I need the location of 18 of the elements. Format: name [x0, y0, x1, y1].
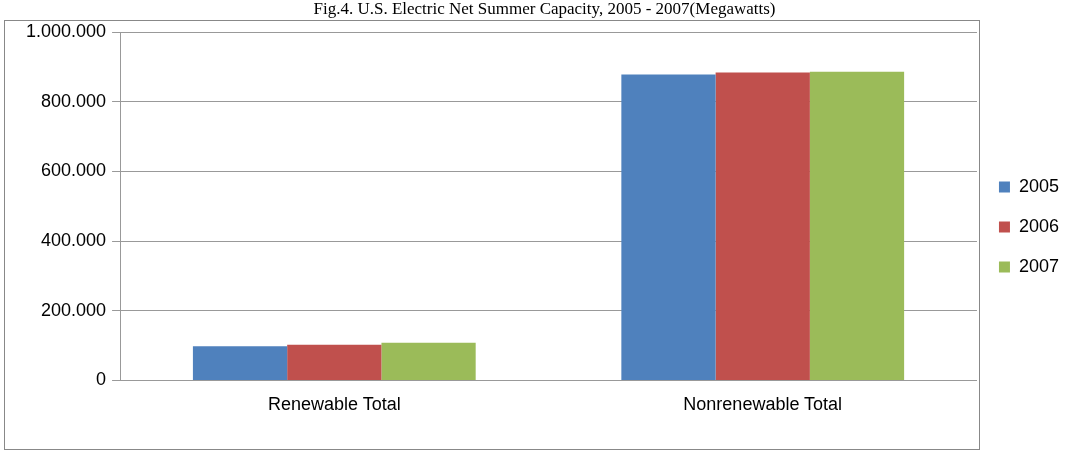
- y-tick-label: 400.000: [41, 230, 107, 251]
- chart-title: Fig.4. U.S. Electric Net Summer Capacity, 2005 - 2007(Megawatts): [312, 0, 777, 18]
- bar: [621, 74, 716, 380]
- legend-label: 2005: [1018, 175, 1059, 196]
- y-tick-label: 800.000: [41, 90, 107, 111]
- x-tick-label: Nonrenewable Total: [683, 394, 843, 415]
- legend-label: 2007: [1018, 255, 1059, 276]
- bar: [287, 344, 382, 380]
- y-tick-label: 600.000: [41, 160, 107, 181]
- bar: [715, 72, 810, 380]
- legend-label: 2006: [1018, 215, 1059, 236]
- y-tick-label: 0: [96, 369, 107, 390]
- bar: [381, 342, 476, 380]
- bar: [809, 71, 905, 380]
- y-tick-label: 1.000.000: [26, 20, 107, 41]
- y-tick-label: 200.000: [41, 299, 107, 320]
- x-tick-label: Renewable Total: [267, 394, 401, 415]
- bar: [192, 346, 288, 380]
